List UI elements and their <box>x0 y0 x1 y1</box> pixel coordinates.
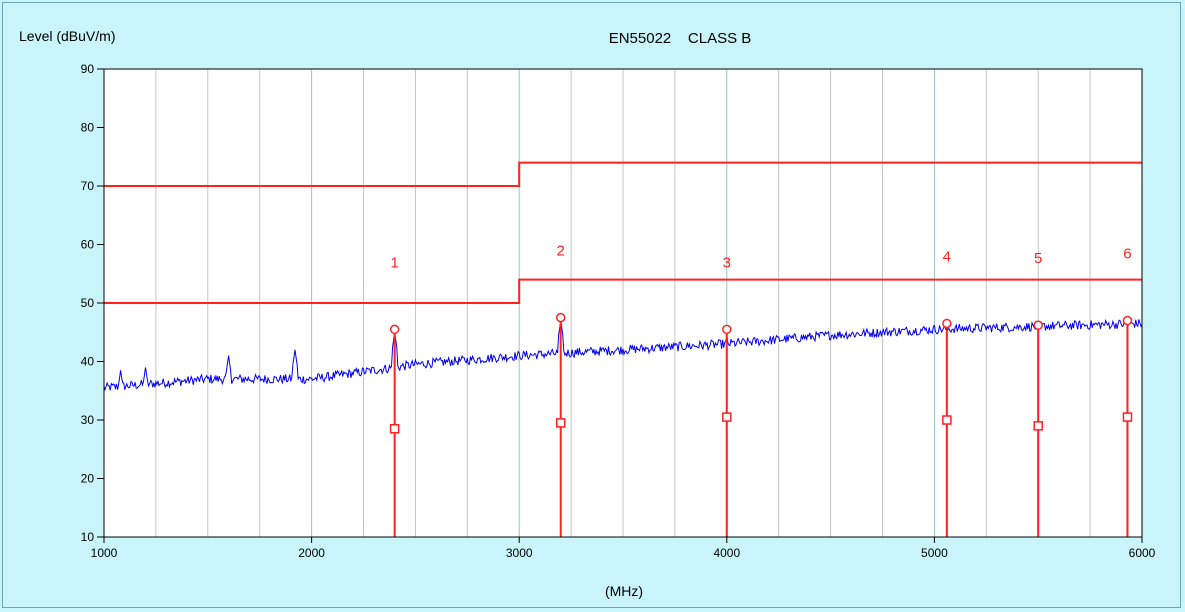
peak-point <box>389 324 400 335</box>
marker-label: 4 <box>943 248 951 265</box>
limit-lines <box>104 161 1142 304</box>
average-point <box>1033 421 1043 431</box>
y-tick-label: 20 <box>81 472 95 486</box>
average-point <box>1122 412 1133 422</box>
marker-4: 4 <box>942 248 952 537</box>
marker-label: 3 <box>723 254 731 271</box>
average-point <box>555 418 566 428</box>
y-tick-label: 40 <box>81 355 95 369</box>
marker-2: 2 <box>555 243 566 537</box>
trace-line <box>103 318 1143 392</box>
marker-3: 3 <box>722 254 732 537</box>
marker-5: 5 <box>1033 250 1043 537</box>
marker-label: 1 <box>390 254 398 271</box>
y-tick-label: 10 <box>81 530 95 544</box>
x-tick-label: 5000 <box>921 546 948 560</box>
peak-point <box>722 324 732 335</box>
marker-6: 6 <box>1122 246 1133 537</box>
peak-point <box>1122 315 1133 326</box>
y-tick-label: 70 <box>81 179 95 193</box>
chart-title: EN55022 CLASS B <box>609 30 752 47</box>
marker-label: 6 <box>1123 246 1131 263</box>
x-tick-label: 6000 <box>1129 546 1156 560</box>
grid-lines <box>155 69 1091 537</box>
y-tick-label: 30 <box>81 413 95 427</box>
y-tick-label: 50 <box>81 296 95 310</box>
axes: 10 20 30 40 50 60 70 80 90 1000 2000 3000 4000 5000 60… <box>81 62 1156 560</box>
x-tick-label: 4000 <box>713 546 740 560</box>
average-point <box>722 412 732 422</box>
peak-point <box>942 318 952 329</box>
average-point <box>942 415 952 425</box>
markers: 1 2 3 4 5 6 <box>389 243 1133 537</box>
peak-point <box>1033 320 1043 330</box>
average-point <box>389 424 400 434</box>
y-tick-label: 80 <box>81 121 95 135</box>
y-tick-label: 90 <box>81 62 95 76</box>
y-axis-title: Level (dBuV/m) <box>19 28 115 44</box>
limit-line <box>104 278 1142 304</box>
x-tick-label: 1000 <box>91 546 118 560</box>
peak-point <box>555 312 566 323</box>
y-tick-label: 60 <box>81 238 95 252</box>
x-tick-label: 3000 <box>506 546 533 560</box>
marker-label: 5 <box>1034 250 1042 267</box>
limit-line <box>104 161 1142 187</box>
x-axis-title: (MHz) <box>605 583 643 599</box>
x-tick-label: 2000 <box>298 546 325 560</box>
marker-1: 1 <box>389 254 400 537</box>
marker-label: 2 <box>557 243 565 260</box>
